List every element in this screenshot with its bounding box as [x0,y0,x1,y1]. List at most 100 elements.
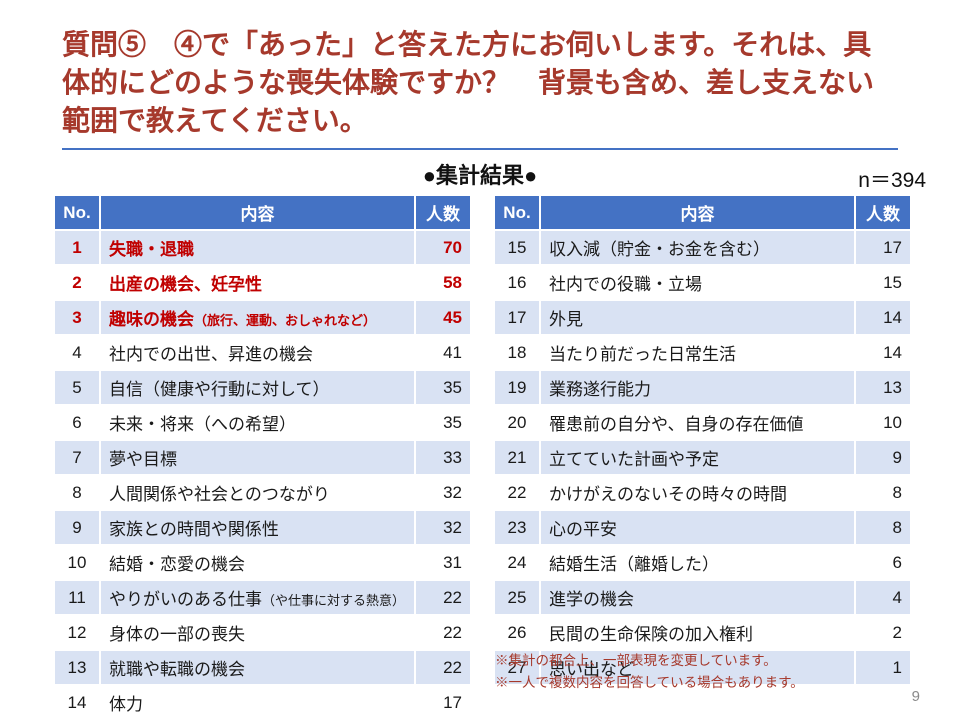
row-count-cell: 14 [856,336,910,371]
row-number-cell: 27 [495,651,541,686]
table-row: 20 罹患前の自分や、自身の存在価値 10 [495,406,910,441]
table-row: 15 収入減（貯金・お金を含む） 17 [495,231,910,266]
row-number-cell: 5 [55,371,101,406]
table-row: 23 心の平安 8 [495,511,910,546]
row-content-cell: 失職・退職 [101,231,416,266]
row-number-cell: 15 [495,231,541,266]
column-header-content: 内容 [541,196,856,231]
row-number-cell: 21 [495,441,541,476]
row-number-cell: 11 [55,581,101,616]
title-divider [62,148,898,150]
row-count-cell: 17 [416,686,470,720]
row-number-cell: 1 [55,231,101,266]
column-header-count: 人数 [416,196,470,231]
row-number-cell: 14 [55,686,101,720]
table-row: 10 結婚・恋愛の機会 31 [55,546,470,581]
row-count-cell: 17 [856,231,910,266]
table-row: 11 やりがいのある仕事（や仕事に対する熱意） 22 [55,581,470,616]
table-row: 19 業務遂行能力 13 [495,371,910,406]
row-content-cell: 未来・将来（への希望） [101,406,416,441]
row-content-cell: 結婚・恋愛の機会 [101,546,416,581]
row-count-cell: 35 [416,371,470,406]
section-heading: ●集計結果● [422,163,538,188]
table-row: 6 未来・将来（への希望） 35 [55,406,470,441]
row-number-cell: 20 [495,406,541,441]
row-count-cell: 22 [416,616,470,651]
footnotes: ※集計の都合上、一部表現を変更しています。 ※一人で複数内容を回答している場合も… [495,650,804,693]
row-content-cell: 就職や転職の機会 [101,651,416,686]
table-row: 8 人間関係や社会とのつながり 32 [55,476,470,511]
row-number-cell: 16 [495,266,541,301]
table-row: 21 立てていた計画や予定 9 [495,441,910,476]
row-count-cell: 2 [856,616,910,651]
row-count-cell: 15 [856,266,910,301]
row-count-cell: 6 [856,546,910,581]
row-content-cell: 体力 [101,686,416,720]
row-content-cell: 罹患前の自分や、自身の存在価値 [541,406,856,441]
table-row: 24 結婚生活（離婚した） 6 [495,546,910,581]
row-content-cell: やりがいのある仕事（や仕事に対する熱意） [101,581,416,616]
table-header-row: No. 内容 人数 [55,196,470,231]
row-count-cell: 32 [416,476,470,511]
row-content-cell: 社内での役職・立場 [541,266,856,301]
row-count-cell: 4 [856,581,910,616]
row-number-cell: 3 [55,301,101,336]
row-count-cell: 10 [856,406,910,441]
row-content-cell: 夢や目標 [101,441,416,476]
row-content-cell: 心の平安 [541,511,856,546]
row-number-cell: 6 [55,406,101,441]
row-count-cell: 22 [416,651,470,686]
table-row: 7 夢や目標 33 [55,441,470,476]
column-header-no: No. [55,196,101,231]
results-table-left: No. 内容 人数 1 失職・退職 70 2 出産の機会、妊孕性 58 3 趣味… [55,196,470,720]
row-count-cell: 31 [416,546,470,581]
page-number: 9 [911,688,920,705]
row-content-cell: 立てていた計画や予定 [541,441,856,476]
table-row: 13 就職や転職の機会 22 [55,651,470,686]
row-count-cell: 22 [416,581,470,616]
sample-size-label: n＝394 [858,169,926,192]
table-row: 1 失職・退職 70 [55,231,470,266]
row-content-cell: 身体の一部の喪失 [101,616,416,651]
row-count-cell: 9 [856,441,910,476]
row-count-cell: 70 [416,231,470,266]
table-row: 17 外見 14 [495,301,910,336]
table-row: 27 思い出など 1 [495,651,910,686]
table-row: 4 社内での出世、昇進の機会 41 [55,336,470,371]
slide-title: 質問⑤ ④で「あった」と答えた方にお伺いします。それは、具体的にどのような喪失体… [62,29,875,137]
row-content-cell: 民間の生命保険の加入権利 [541,616,856,651]
row-count-cell: 8 [856,476,910,511]
table-row: 14 体力 17 [55,686,470,720]
row-count-cell: 35 [416,406,470,441]
row-content-cell: 社内での出世、昇進の機会 [101,336,416,371]
row-number-cell: 17 [495,301,541,336]
row-content-cell: かけがえのないその時々の時間 [541,476,856,511]
row-count-cell: 8 [856,511,910,546]
row-number-cell: 9 [55,511,101,546]
row-count-cell: 13 [856,371,910,406]
table-row: 3 趣味の機会（旅行、運動、おしゃれなど） 45 [55,301,470,336]
row-count-cell: 33 [416,441,470,476]
row-content-cell: 人間関係や社会とのつながり [101,476,416,511]
row-content-cell: 進学の機会 [541,581,856,616]
row-count-cell: 32 [416,511,470,546]
row-content-cell: 家族との時間や関係性 [101,511,416,546]
column-header-no: No. [495,196,541,231]
row-count-cell: 45 [416,301,470,336]
row-number-cell: 19 [495,371,541,406]
row-number-cell: 26 [495,616,541,651]
row-number-cell: 10 [55,546,101,581]
row-number-cell: 25 [495,581,541,616]
table-row: 16 社内での役職・立場 15 [495,266,910,301]
row-content-cell: 外見 [541,301,856,336]
table-row: 26 民間の生命保険の加入権利 2 [495,616,910,651]
row-count-cell: 1 [856,651,910,686]
table-row: 2 出産の機会、妊孕性 58 [55,266,470,301]
row-content-cell: 結婚生活（離婚した） [541,546,856,581]
row-number-cell: 8 [55,476,101,511]
table-row: 5 自信（健康や行動に対して） 35 [55,371,470,406]
row-content-cell: 自信（健康や行動に対して） [101,371,416,406]
row-number-cell: 2 [55,266,101,301]
row-content-cell: 趣味の機会（旅行、運動、おしゃれなど） [101,301,416,336]
